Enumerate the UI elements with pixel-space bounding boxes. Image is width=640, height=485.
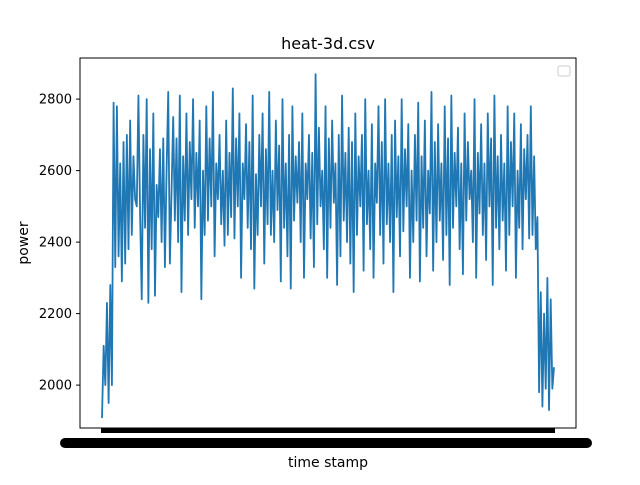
x-tick-labels-overlap xyxy=(60,438,592,448)
y-axis-ticks: 2000 2200 2400 2600 2800 xyxy=(39,93,80,394)
y-axis-label: power xyxy=(16,221,32,265)
chart-title: heat-3d.csv xyxy=(281,34,375,53)
series-line xyxy=(101,73,555,419)
x-axis-ticks xyxy=(60,428,592,448)
axes-frame xyxy=(79,57,577,429)
y-tick-label: 2800 xyxy=(39,93,72,108)
y-tick-label: 2600 xyxy=(39,164,72,179)
x-axis-label: time stamp xyxy=(288,455,368,471)
y-tick-label: 2000 xyxy=(39,379,72,394)
y-tick-label: 2400 xyxy=(39,236,72,251)
y-tick-label: 2200 xyxy=(39,307,72,322)
legend-box xyxy=(557,65,571,77)
